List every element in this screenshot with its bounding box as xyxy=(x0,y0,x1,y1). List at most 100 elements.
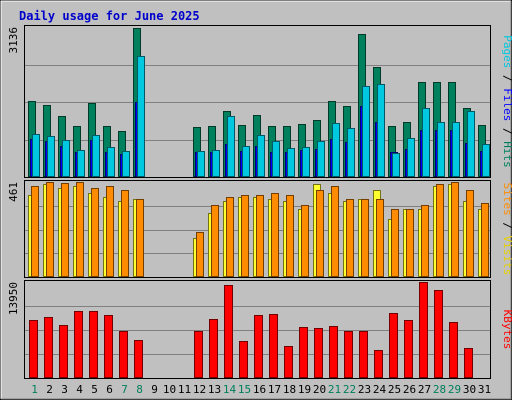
bar-pages-day-21 xyxy=(332,123,340,177)
bar-pages-day-19 xyxy=(302,147,310,177)
bar-sites-day-29 xyxy=(451,182,459,277)
bar-sites-day-13 xyxy=(211,205,219,277)
bar-sites-day-4 xyxy=(76,182,84,277)
bar-kbytes-day-26 xyxy=(404,320,413,378)
legend-sites: Sites xyxy=(501,183,512,216)
x-tick-day-25: 25 xyxy=(388,383,401,396)
bar-kbytes-day-19 xyxy=(299,327,308,378)
bar-kbytes-day-1 xyxy=(29,320,38,378)
bar-pages-day-7 xyxy=(122,151,130,177)
panel-sites-legend-separator-1: / xyxy=(501,216,512,236)
bar-sites-day-24 xyxy=(376,199,384,277)
x-tick-day-21: 21 xyxy=(328,383,341,396)
bar-kbytes-day-14 xyxy=(224,285,233,378)
x-tick-day-17: 17 xyxy=(268,383,281,396)
x-tick-day-1: 1 xyxy=(31,383,38,396)
bar-pages-day-13 xyxy=(212,150,220,177)
x-tick-day-15: 15 xyxy=(238,383,251,396)
bar-pages-day-30 xyxy=(467,111,475,177)
bar-pages-day-31 xyxy=(482,144,490,177)
bar-sites-day-19 xyxy=(301,205,309,277)
bar-kbytes-day-17 xyxy=(269,314,278,378)
bar-kbytes-day-16 xyxy=(254,315,263,378)
bar-kbytes-day-20 xyxy=(314,328,323,378)
bar-sites-day-6 xyxy=(106,186,114,277)
bar-kbytes-day-12 xyxy=(194,331,203,378)
bar-sites-day-15 xyxy=(241,195,249,277)
bar-pages-day-6 xyxy=(107,147,115,177)
panel-traffic-ymax-label: 3136 xyxy=(7,27,20,54)
bar-pages-day-23 xyxy=(362,86,370,177)
bar-sites-day-21 xyxy=(331,186,339,277)
x-tick-day-6: 6 xyxy=(106,383,113,396)
x-tick-day-20: 20 xyxy=(313,383,326,396)
bar-sites-day-25 xyxy=(391,209,399,277)
bar-sites-day-14 xyxy=(226,197,234,277)
panel-sites-legend: Sites / Visits xyxy=(501,183,512,276)
bar-sites-day-17 xyxy=(271,193,279,277)
bar-kbytes-day-27 xyxy=(419,282,428,378)
bar-pages-day-8 xyxy=(137,56,145,177)
bar-kbytes-day-13 xyxy=(209,319,218,378)
bar-pages-day-14 xyxy=(227,116,235,177)
x-tick-day-4: 4 xyxy=(76,383,83,396)
bar-sites-day-2 xyxy=(46,182,54,277)
bar-pages-day-29 xyxy=(452,122,460,177)
chart-title: Daily usage for June 2025 xyxy=(19,9,200,23)
bar-sites-day-16 xyxy=(256,195,264,277)
bar-pages-day-25 xyxy=(392,153,400,177)
bar-kbytes-day-2 xyxy=(44,317,53,378)
bar-kbytes-day-22 xyxy=(344,331,353,378)
x-tick-day-16: 16 xyxy=(253,383,266,396)
panel-kbytes-legend: KBytes xyxy=(501,310,512,350)
bar-sites-day-26 xyxy=(406,209,414,277)
legend-hits: Hits xyxy=(501,141,512,168)
bar-kbytes-day-5 xyxy=(89,311,98,378)
panel-traffic: 3136 Pages / Files / Hits xyxy=(7,25,512,178)
bar-pages-day-20 xyxy=(317,141,325,177)
bar-sites-day-12 xyxy=(196,232,204,277)
bar-kbytes-day-15 xyxy=(239,341,248,378)
bar-pages-day-28 xyxy=(437,122,445,177)
bar-kbytes-day-30 xyxy=(464,348,473,378)
panel-kbytes: 13950 KBytes xyxy=(7,280,512,379)
x-tick-day-28: 28 xyxy=(433,383,446,396)
bar-kbytes-day-8 xyxy=(134,340,143,378)
bar-kbytes-day-25 xyxy=(389,313,398,378)
panel-sites-ymax-label: 461 xyxy=(7,182,20,202)
bar-sites-day-31 xyxy=(481,203,489,277)
x-tick-day-13: 13 xyxy=(208,383,221,396)
series-pages xyxy=(32,56,490,177)
bar-sites-day-20 xyxy=(316,190,324,277)
legend-files: Files xyxy=(501,88,512,121)
bar-sites-day-27 xyxy=(421,205,429,277)
bar-sites-day-5 xyxy=(91,188,99,277)
bar-kbytes-day-21 xyxy=(329,326,338,378)
bar-sites-day-7 xyxy=(121,190,129,277)
panel-kbytes-ymax-label: 13950 xyxy=(7,282,20,315)
bar-kbytes-day-6 xyxy=(104,315,113,378)
bar-kbytes-day-3 xyxy=(59,325,68,378)
bar-kbytes-day-4 xyxy=(74,311,83,378)
x-tick-day-23: 23 xyxy=(358,383,371,396)
legend-pages: Pages xyxy=(501,35,512,68)
bar-pages-day-5 xyxy=(92,135,100,177)
bar-kbytes-day-23 xyxy=(359,331,368,378)
x-tick-day-19: 19 xyxy=(298,383,311,396)
panel-traffic-legend: Pages / Files / Hits xyxy=(501,35,512,168)
x-tick-day-27: 27 xyxy=(418,383,431,396)
x-tick-day-3: 3 xyxy=(61,383,68,396)
x-tick-day-10: 10 xyxy=(163,383,176,396)
x-tick-day-18: 18 xyxy=(283,383,296,396)
bar-kbytes-day-29 xyxy=(449,322,458,378)
bar-pages-day-1 xyxy=(32,134,40,177)
x-tick-day-5: 5 xyxy=(91,383,98,396)
panel-sites: 461 Sites / Visits xyxy=(7,180,512,278)
bar-pages-day-16 xyxy=(257,135,265,177)
bar-kbytes-day-7 xyxy=(119,331,128,378)
x-axis-labels: 1 2 3 4 5 6 7 8 9 10 11 12 13 14 15 16 17 18 19 20 21 22 23 24 2… xyxy=(31,383,491,396)
x-tick-day-8: 8 xyxy=(136,383,143,396)
bar-sites-day-30 xyxy=(466,190,474,277)
